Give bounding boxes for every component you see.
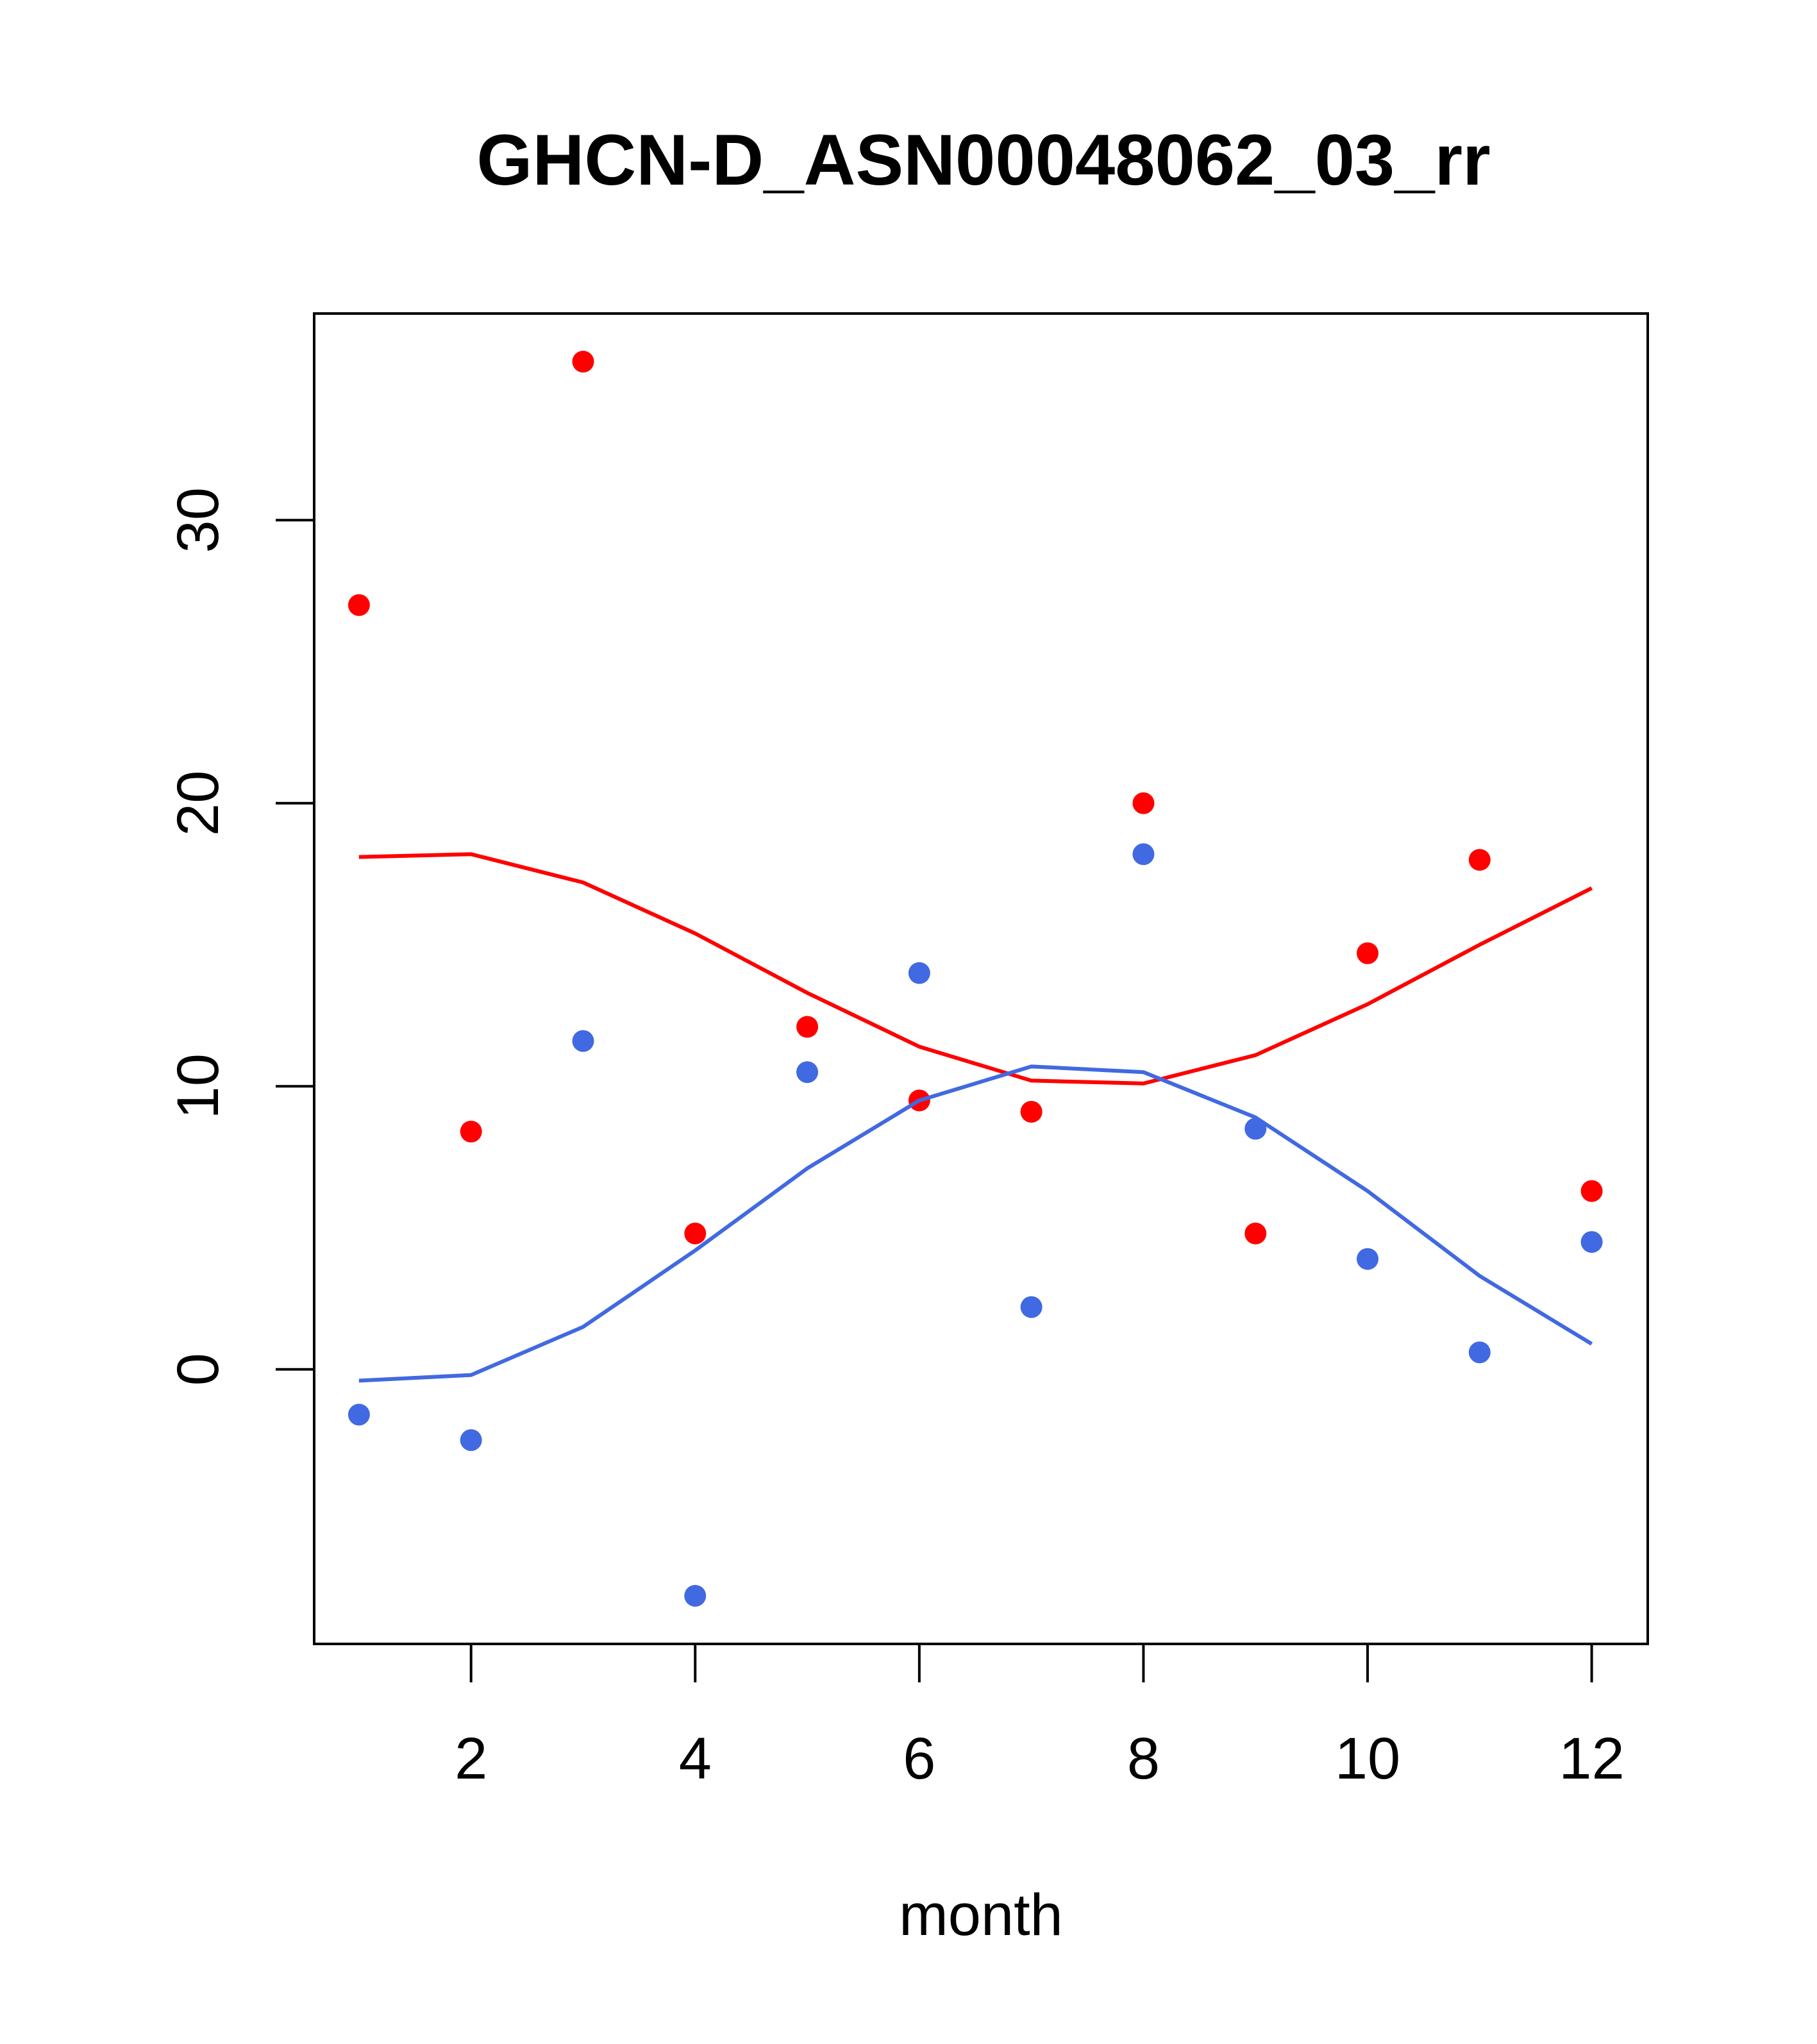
series-2-line [358, 1064, 1593, 1383]
y-tick-label: 30 [165, 487, 231, 553]
plot-frame [313, 312, 1649, 1645]
x-tick-label: 12 [1559, 1726, 1624, 1791]
series-2-point [1132, 843, 1155, 866]
series-layer [347, 351, 1603, 1607]
series-2-point [572, 1030, 594, 1052]
x-tick-label: 10 [1335, 1726, 1400, 1791]
x-axis-label: month [899, 1882, 1063, 1948]
series-1-point [1020, 1101, 1042, 1123]
y-tick-label: 10 [165, 1053, 231, 1119]
y-tick-label: 20 [165, 771, 231, 836]
series-2-point [1357, 1248, 1379, 1270]
series-1-point [1357, 942, 1379, 964]
series-2-point [1580, 1231, 1603, 1253]
x-tick-label: 4 [679, 1726, 712, 1791]
series-1-point [347, 594, 370, 616]
x-tick-label: 8 [1127, 1726, 1160, 1791]
y-tick-label: 0 [165, 1353, 231, 1386]
series-2-point [1468, 1341, 1491, 1364]
series-1-point [572, 351, 594, 373]
series-1-point [1132, 792, 1155, 814]
series-2-point [460, 1429, 482, 1452]
chart-title: GHCN-D_ASN00048062_03_rr [476, 120, 1490, 200]
series-1-point [1244, 1222, 1267, 1244]
series-1-line [358, 852, 1593, 1085]
x-tick-label: 6 [903, 1726, 935, 1791]
series-1-point [684, 1222, 707, 1244]
series-1-point [460, 1120, 482, 1143]
x-tick-label: 2 [455, 1726, 487, 1791]
series-2-point [684, 1584, 707, 1607]
series-1-point [1468, 849, 1491, 871]
y-axis: 0 10 20 30 [165, 487, 315, 1386]
series-1-point [1580, 1180, 1603, 1202]
series-2-point [1244, 1118, 1267, 1140]
series-2-point [1020, 1296, 1042, 1318]
series-2-point [908, 962, 930, 984]
series-1-point [796, 1016, 819, 1038]
series-2-point [347, 1403, 370, 1426]
x-axis: 2 4 6 8 10 12 [455, 1643, 1625, 1791]
series-2-point [796, 1061, 819, 1084]
